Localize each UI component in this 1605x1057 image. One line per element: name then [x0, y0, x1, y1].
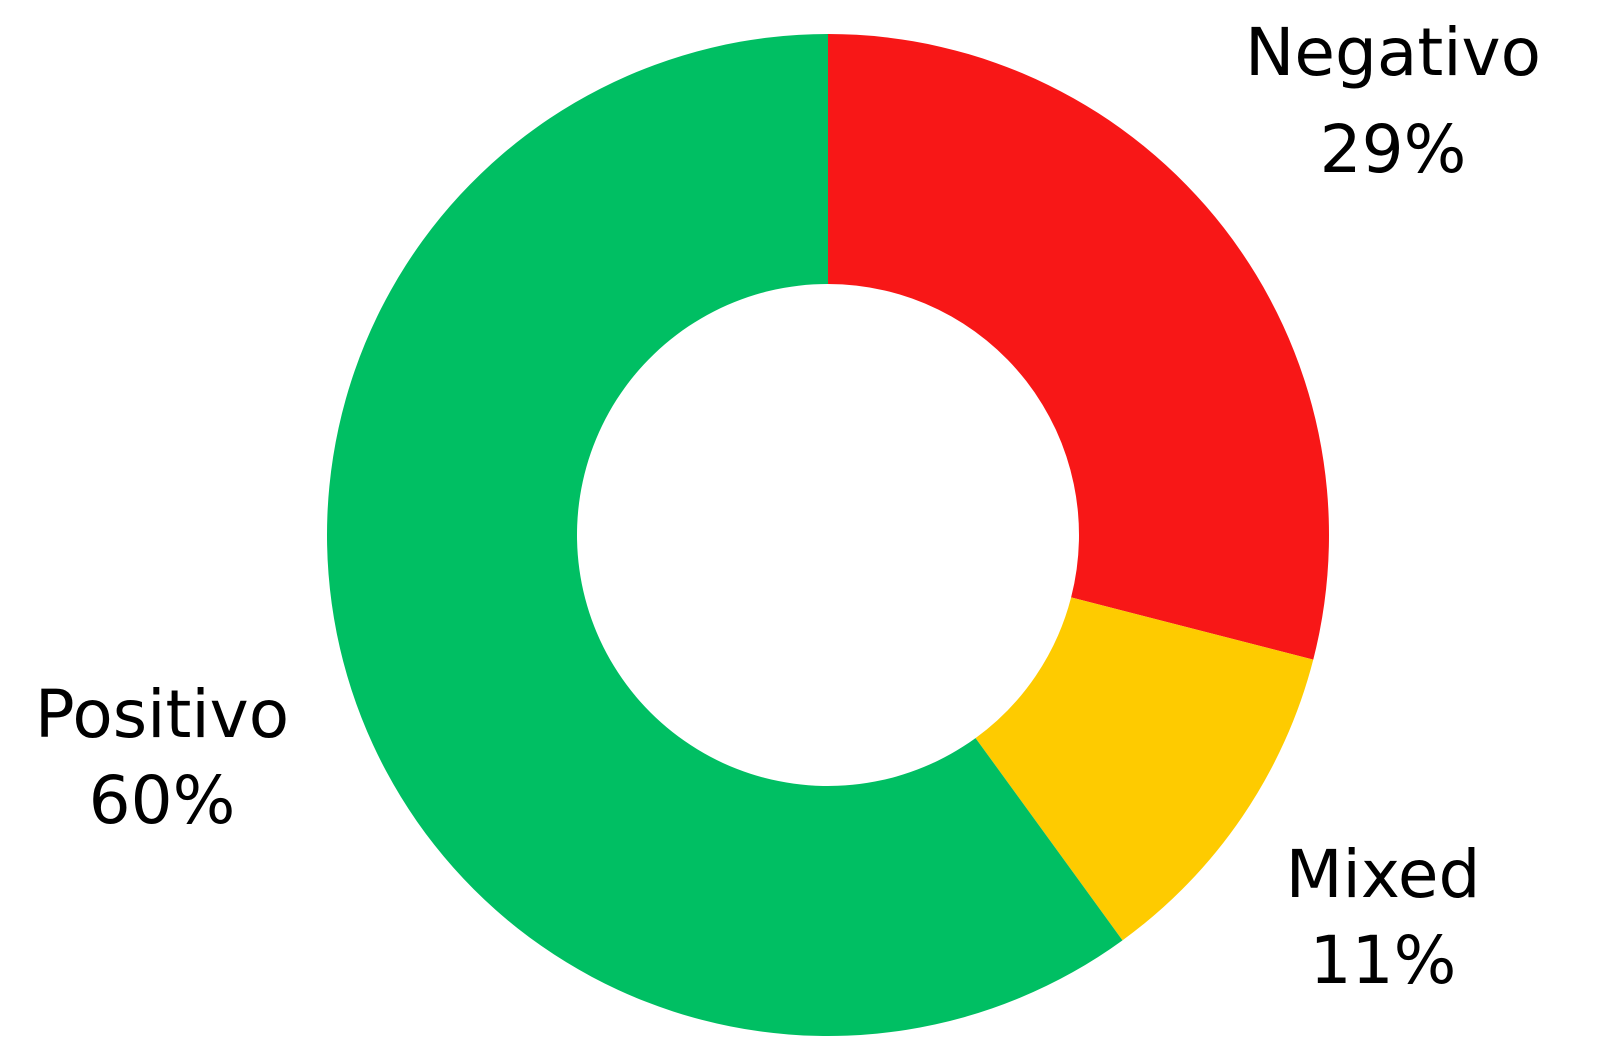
slice-value-negativo: 29% [1320, 111, 1467, 188]
slice-positivo [327, 34, 1123, 1036]
slice-value-positivo: 60% [89, 762, 236, 839]
slice-value-mixed: 11% [1310, 922, 1457, 999]
donut-slices [327, 34, 1329, 1036]
slice-negativo [828, 34, 1329, 660]
slice-label-mixed: Mixed [1286, 836, 1481, 913]
slice-label-negativo: Negativo [1245, 14, 1541, 91]
slice-mixed [975, 597, 1314, 941]
slice-labels: Negativo 29% Mixed 11% Positivo 60% [35, 14, 1541, 999]
slice-label-positivo: Positivo [35, 676, 289, 753]
